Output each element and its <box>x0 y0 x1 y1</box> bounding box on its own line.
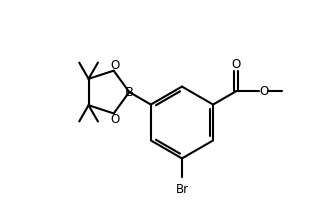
Text: O: O <box>259 85 268 98</box>
Text: O: O <box>231 58 241 71</box>
Text: B: B <box>125 86 134 99</box>
Text: O: O <box>111 113 120 126</box>
Text: O: O <box>111 59 120 72</box>
Text: Br: Br <box>176 183 188 196</box>
